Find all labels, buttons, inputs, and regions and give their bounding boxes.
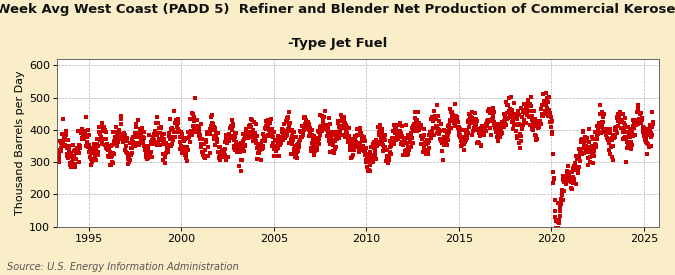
Y-axis label: Thousand Barrels per Day: Thousand Barrels per Day xyxy=(15,70,25,215)
Text: 4 Week Avg West Coast (PADD 5)  Refiner and Blender Net Production of Commercial: 4 Week Avg West Coast (PADD 5) Refiner a… xyxy=(0,3,675,16)
Text: -Type Jet Fuel: -Type Jet Fuel xyxy=(288,37,387,50)
Text: Source: U.S. Energy Information Administration: Source: U.S. Energy Information Administ… xyxy=(7,262,238,272)
